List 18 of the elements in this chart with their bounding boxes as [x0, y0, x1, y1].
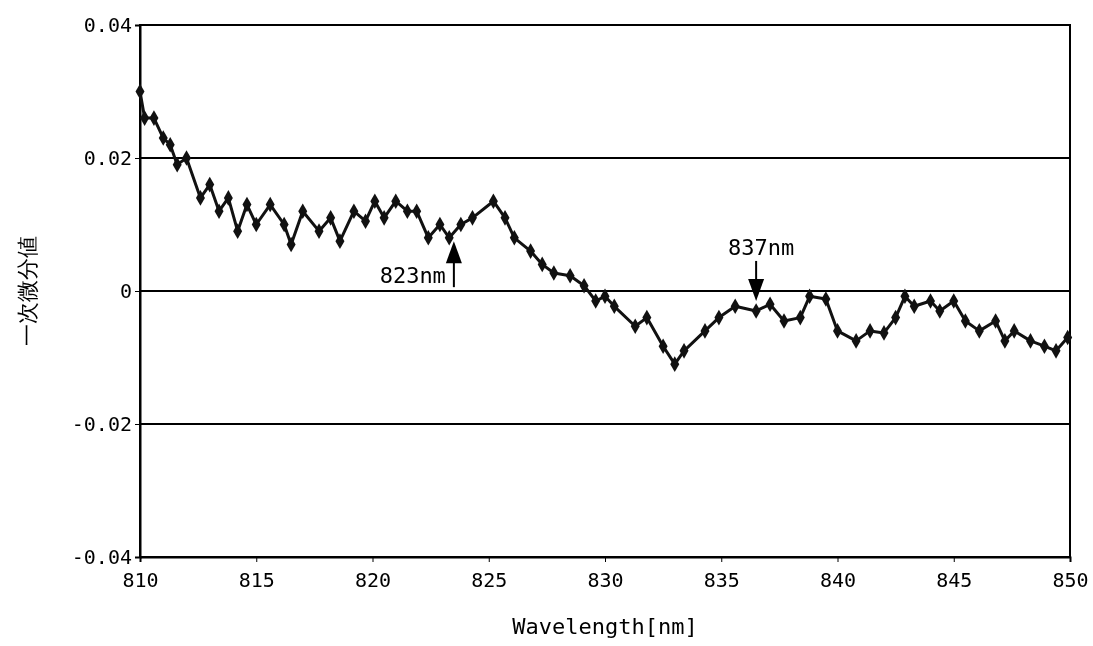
y-axis-title: 一次微分値 [15, 236, 40, 346]
x-tick-label: 850 [1052, 568, 1089, 592]
y-tick-label: -0.02 [71, 411, 132, 436]
y-tick-label: 0.04 [83, 12, 132, 37]
annotation: 837nm [728, 234, 795, 260]
x-tick-label: 845 [936, 568, 973, 592]
y-tick-label: 0 [119, 278, 132, 303]
x-axis-title: Wavelength[nm] [512, 614, 698, 639]
annotation: 823nm [379, 263, 446, 289]
x-tick-label: 815 [238, 568, 275, 592]
y-tick-label: 0.02 [83, 145, 132, 170]
y-tick-label: -0.04 [71, 544, 132, 569]
x-tick-label: 820 [354, 568, 392, 592]
x-tick-label: 840 [819, 568, 857, 592]
x-tick-label: 835 [703, 568, 740, 592]
x-tick-label: 825 [471, 568, 508, 592]
x-tick-label: 830 [587, 568, 624, 592]
x-tick-label: 810 [122, 568, 159, 592]
